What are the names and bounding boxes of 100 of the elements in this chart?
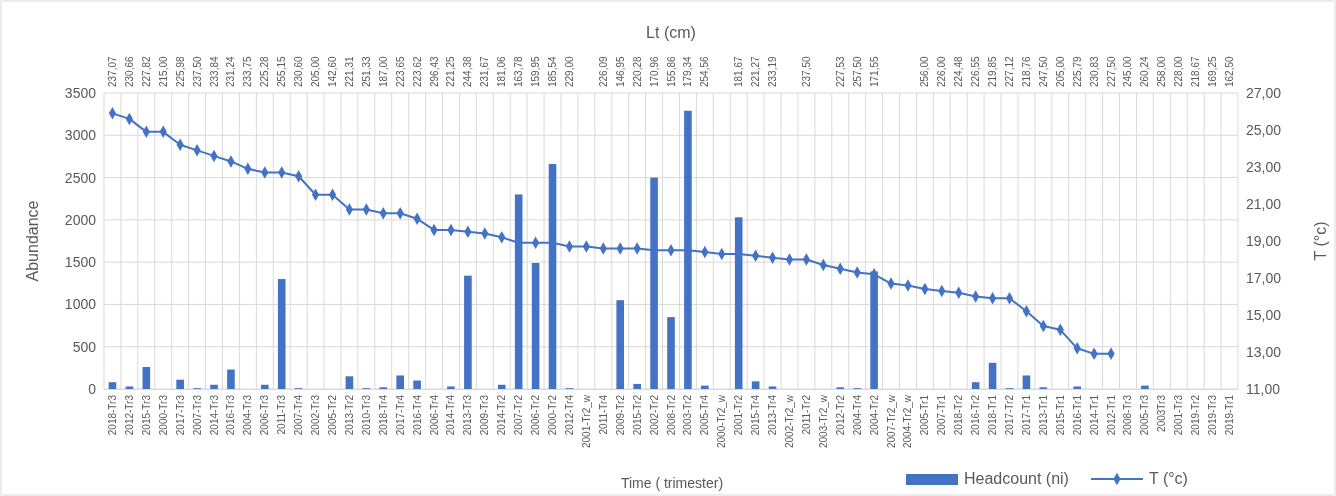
x-tick-label: 2003-Tr2_w [817,394,829,448]
y-tick-label: 1500 [64,254,97,271]
x-axis-title: Time ( trimester) [620,475,724,491]
text: 142,60 [326,55,338,87]
y2-tick-label: 13,00 [1246,343,1282,360]
bar [1073,386,1082,389]
text: 255,15 [276,55,288,87]
y-tick-label: 500 [72,338,97,355]
x-tick-label: 2012-Tr3 [123,394,135,436]
text: 230,66 [123,55,135,87]
text: 233,75 [242,55,254,87]
text: 228,00 [1173,55,1185,87]
x-tick-label: 2006-Tr3 [259,394,271,436]
bar [210,384,218,389]
x-tick-label: 2014-Tr3 [208,394,220,436]
text: 225,28 [259,55,271,87]
x-tick-label: 2000-Tr2 [547,394,559,436]
x-tick-label: 2011-Tr4 [597,394,609,435]
text: 181,67 [733,55,745,87]
bar [345,376,354,389]
x-tick-label: 2007-Tr2 [513,394,525,436]
bar [1022,375,1031,389]
text: 226,00 [936,55,948,87]
text: 251,33 [360,55,372,87]
text: 258,00 [1156,55,1168,87]
x-tick-label: 2001-Tr2_w [580,394,592,448]
text: 227,82 [140,55,152,87]
text: 219,85 [987,55,999,87]
x-tick-label: 2017-Tr2 [1004,394,1016,436]
x-tick-label: 2015-Tr1 [1054,394,1066,436]
text: 225,98 [174,55,186,87]
text: 231,67 [479,55,491,87]
x-tick-label: 2002-Tr3 [310,394,322,436]
text: 162,50 [1224,55,1236,87]
text: 237,50 [191,55,203,87]
x-tick-label: 2006-Tr2 [530,394,542,436]
x-tick-label: 2008-Tr2 [665,394,677,436]
bar [176,379,184,389]
text: 227,53 [834,55,846,87]
y-tick-label: 3000 [64,127,97,144]
bar [497,384,506,389]
x-tick-label: 2014-Tr1 [1088,394,1100,436]
x-tick-label: 2014-Tr2 [496,394,508,436]
text: 230,60 [293,55,305,87]
text: 155,86 [665,55,677,87]
text: 227,12 [1004,55,1016,87]
y2-tick-label: 15,00 [1246,306,1282,323]
text: 221,27 [750,55,762,87]
text: 227,50 [1105,55,1117,87]
bar [396,375,404,389]
x-tick-label: 2019-Tr1 [1224,394,1236,436]
text: 146,95 [614,55,626,87]
y-tick-label: 2000 [64,211,97,228]
text: 256,00 [919,55,931,87]
text: 257,50 [851,55,863,87]
x-tick-label: 2000-Tr3 [157,394,169,436]
x-tick-label: 2009-Tr3 [479,394,491,436]
x-tick-label: 2011-Tr3 [276,394,288,435]
x-tick-label: 2007-Tr4 [293,394,305,436]
x-tick-label: 2003-Tr2 [682,394,694,436]
text: 185,54 [547,55,559,87]
text: 225,79 [1071,55,1083,87]
bar [616,300,625,389]
y2-tick-label: 19,00 [1246,232,1282,249]
text: 179,34 [682,55,694,87]
text: 237,07 [106,55,118,87]
text: 226,09 [597,55,609,87]
x-tick-label: 2012-Tr2 [834,394,846,436]
x-tick-label: 2014-Tr4 [445,394,457,436]
bar [413,380,421,389]
x-tick-label: 2002-Tr2 [648,394,660,436]
x-tick-label: 2018-Tr1 [987,394,999,436]
text: 233,84 [208,55,220,87]
x-tick-label: 2012-Tr1 [1105,394,1117,436]
text: 169,25 [1207,55,1219,87]
x-tick-label: 2011-Tr2 [800,394,812,435]
bar [464,275,472,389]
bar [633,383,641,389]
y-tick-label: 2500 [64,169,97,186]
legend-label: T (°c) [1148,470,1188,487]
y-tick-label: 3500 [64,84,97,101]
text: 224,48 [953,55,965,87]
text: 181,06 [496,55,508,87]
x2-axis-title: Lt (cm) [646,24,696,41]
x-tick-label: 2019-Tr2 [1190,394,1202,436]
bar [751,381,760,389]
bar [260,384,269,389]
x-tick-label: 2004-Tr3 [242,394,254,436]
text: 159,95 [530,55,542,87]
x-tick-label: 2015-Tr4 [750,394,762,436]
x-tick-label: 2016-Tr1 [1071,394,1083,436]
x-tick-label: 2007-Tr3 [191,394,203,436]
text: 223,65 [394,55,406,87]
y-tick-label: 0 [88,380,97,397]
x-tick-label: 2016-Tr4 [411,394,423,436]
x-tick-label: 2017-Tr3 [174,394,186,436]
bar [667,317,675,389]
text: 205,00 [1054,55,1066,87]
x-tick-label: 2003Tr3 [1156,394,1168,432]
x-tick-label: 2004-Tr2_w [902,394,914,448]
